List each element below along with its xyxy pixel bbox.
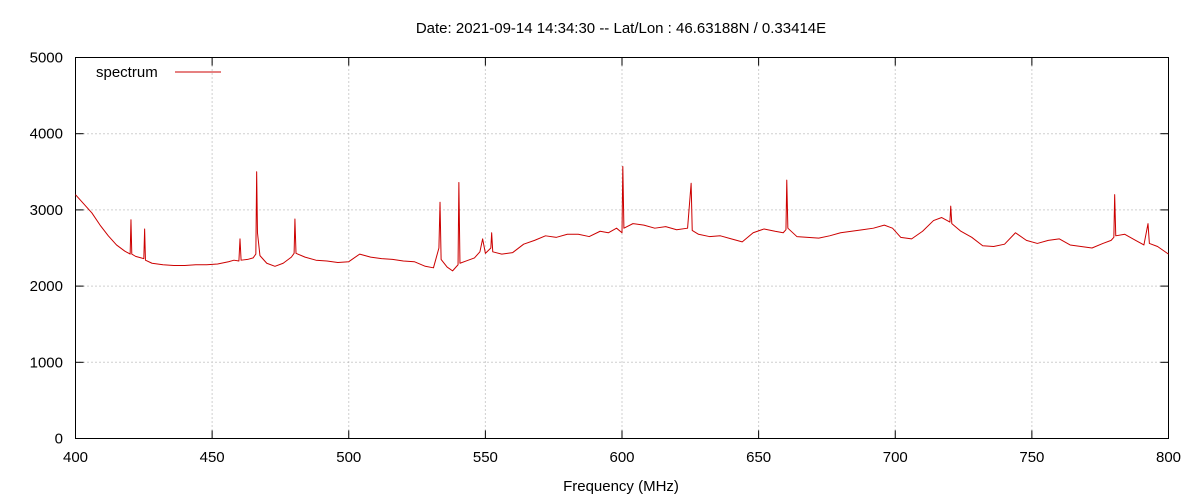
y-tick-label: 4000 (30, 126, 63, 143)
x-tick-label: 750 (1019, 449, 1044, 466)
y-axis: 0 1000 2000 3000 4000 5000 (30, 50, 1169, 448)
x-tick-label: 500 (336, 449, 361, 466)
x-axis: 400 450 500 550 600 650 700 750 800 (63, 57, 1181, 466)
series-layer (75, 165, 1169, 272)
x-tick-label: 600 (609, 449, 634, 466)
x-tick-label: 400 (63, 449, 88, 466)
y-tick-label: 2000 (30, 278, 63, 295)
chart-title: Date: 2021-09-14 14:34:30 -- Lat/Lon : 4… (416, 20, 826, 37)
x-axis-label: Frequency (MHz) (563, 478, 679, 495)
x-tick-label: 700 (883, 449, 908, 466)
series-line-spectrum (75, 165, 1169, 272)
x-tick-label: 550 (473, 449, 498, 466)
y-tick-label: 5000 (30, 50, 63, 67)
x-tick-label: 800 (1156, 449, 1181, 466)
y-tick-label: 0 (55, 431, 63, 448)
y-tick-label: 1000 (30, 354, 63, 371)
x-tick-label: 450 (200, 449, 225, 466)
y-tick-label: 3000 (30, 202, 63, 219)
x-tick-label: 650 (746, 449, 771, 466)
legend-label-spectrum: spectrum (96, 64, 158, 81)
legend: spectrum (96, 64, 221, 81)
